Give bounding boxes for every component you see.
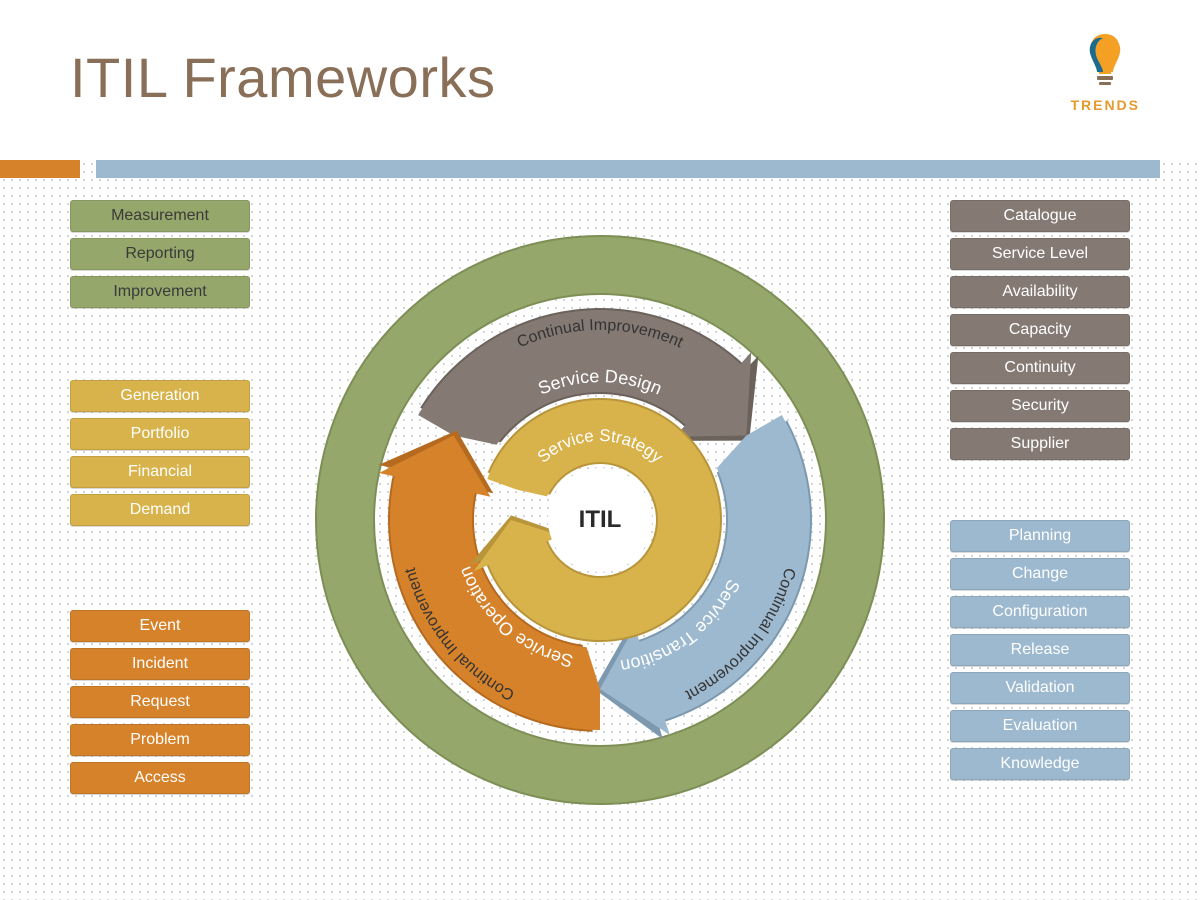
transition-box: Change — [950, 558, 1130, 590]
strategy-box: Portfolio — [70, 418, 250, 450]
strategy-box: Generation — [70, 380, 250, 412]
design-box: Supplier — [950, 428, 1130, 460]
title-area: ITIL Frameworks TRENDS — [0, 0, 1200, 150]
design-box: Continuity — [950, 352, 1130, 384]
brand-logo-label: TRENDS — [1070, 97, 1140, 113]
group-transition: Planning Change Configuration Release Valida… — [950, 520, 1130, 780]
design-box: Capacity — [950, 314, 1130, 346]
page-title: ITIL Frameworks — [70, 45, 495, 110]
group-design: Catalogue Service Level Availability Capaci… — [950, 200, 1130, 460]
core-label: ITIL — [579, 506, 622, 534]
divider-gap — [80, 160, 96, 178]
improvement-box: Measurement — [70, 200, 250, 232]
group-improvement: Measurement Reporting Improvement — [70, 200, 250, 308]
divider-accent — [0, 160, 80, 178]
operation-box: Incident — [70, 648, 250, 680]
design-box: Catalogue — [950, 200, 1130, 232]
improvement-box: Reporting — [70, 238, 250, 270]
operation-box: Event — [70, 610, 250, 642]
improvement-box: Improvement — [70, 276, 250, 308]
group-operation: Event Incident Request Problem Access — [70, 610, 250, 794]
brand-logo: TRENDS — [1070, 30, 1140, 113]
strategy-box: Financial — [70, 456, 250, 488]
transition-box: Validation — [950, 672, 1130, 704]
lifecycle-diagram: Continual Improvement Continual Improvem… — [310, 230, 890, 810]
content-area: Measurement Reporting Improvement Generati… — [0, 190, 1200, 900]
operation-box: Problem — [70, 724, 250, 756]
divider-bar — [0, 160, 1200, 178]
divider-main — [96, 160, 1160, 178]
group-strategy: Generation Portfolio Financial Demand — [70, 380, 250, 526]
design-box: Availability — [950, 276, 1130, 308]
strategy-box: Demand — [70, 494, 250, 526]
transition-box: Release — [950, 634, 1130, 666]
operation-box: Request — [70, 686, 250, 718]
transition-box: Configuration — [950, 596, 1130, 628]
transition-box: Evaluation — [950, 710, 1130, 742]
bulb-icon — [1077, 30, 1133, 90]
operation-box: Access — [70, 762, 250, 794]
transition-box: Planning — [950, 520, 1130, 552]
transition-box: Knowledge — [950, 748, 1130, 780]
design-box: Security — [950, 390, 1130, 422]
design-box: Service Level — [950, 238, 1130, 270]
